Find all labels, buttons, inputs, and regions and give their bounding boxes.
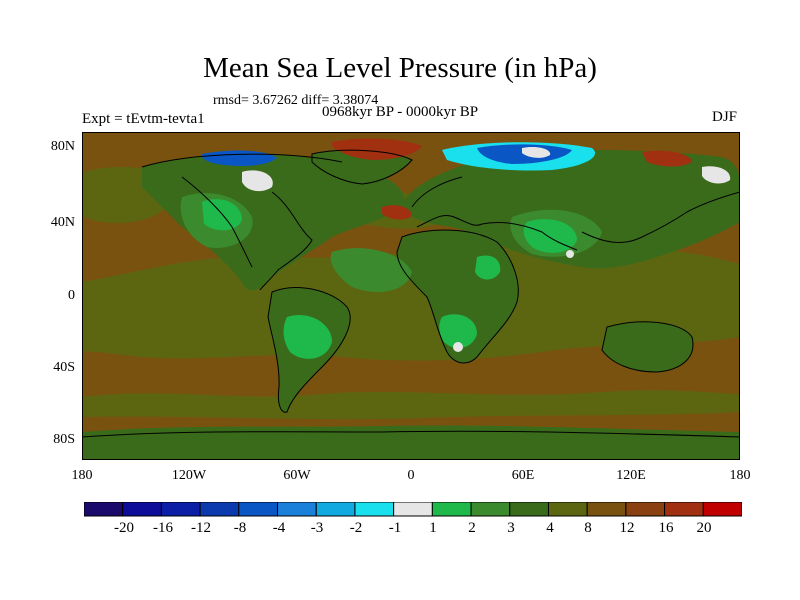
pressure-anomaly-map: [82, 132, 740, 460]
southern-ocean-band-8: [82, 390, 740, 420]
colorbar-box: [547, 502, 588, 517]
coastline-north-america: [141, 153, 343, 291]
colorbar-label: -1: [388, 520, 402, 536]
colorbar-label: -4: [272, 520, 286, 536]
colorbar-label: 2: [468, 520, 476, 536]
colorbar-label: 4: [546, 520, 554, 536]
east-asia-high-anomaly: [642, 150, 692, 167]
lat-label-80s: 80S: [53, 432, 75, 447]
colorbar-box: [393, 502, 433, 517]
colorbar-box: [277, 502, 317, 517]
atlantic-light-patch: [330, 248, 412, 292]
lon-label-0: 0: [407, 468, 415, 483]
colorbar-label: -2: [349, 520, 363, 536]
lat-label-40n: 40N: [50, 215, 75, 230]
colorbar-box: [238, 502, 279, 517]
near-zero-patch-siberia: [522, 146, 551, 158]
colorbar-label: -20: [114, 520, 134, 536]
colorbar-label: 3: [507, 520, 515, 536]
colorbar-label: -16: [153, 520, 173, 536]
colorbar-box: [509, 502, 549, 517]
colorbar-box: [431, 502, 472, 517]
colorbar-box: [122, 502, 162, 517]
period-label: 0968kyr BP - 0000kyr BP: [322, 104, 479, 120]
colorbar-box: [586, 502, 627, 517]
near-zero-patch-na: [242, 170, 273, 192]
lon-label-60e: 60E: [511, 468, 535, 483]
season-label: DJF: [712, 109, 738, 125]
colorbar-label: 8: [584, 520, 592, 536]
experiment-label: Expt = tEvtm-tevta1: [82, 111, 205, 127]
colorbar-label: -8: [233, 520, 247, 536]
plot-title: Mean Sea Level Pressure (in hPa): [203, 52, 597, 84]
lat-label-40s: 40S: [53, 360, 75, 375]
near-zero-patch-south-africa: [453, 342, 463, 352]
australia: [602, 321, 693, 372]
lon-label-180w: 180: [71, 468, 93, 483]
colorbar-box: [625, 502, 666, 517]
rmsd-diff-label: rmsd= 3.67262 diff= 3.38074: [213, 93, 379, 108]
antarctica: [82, 425, 740, 460]
colorbar-box: [470, 502, 511, 517]
coastline-australia: [601, 321, 694, 373]
lon-label-180e: 180: [729, 468, 751, 483]
colorbar: [84, 502, 742, 517]
colorbar-label: 12: [619, 520, 635, 536]
colorbar-box: [84, 502, 124, 517]
colorbar-label: -12: [191, 520, 211, 536]
arctic-high-anomaly: [332, 138, 422, 160]
colorbar-box: [315, 502, 356, 517]
lon-label-120e: 120E: [616, 468, 646, 483]
coastlines: [82, 149, 740, 438]
colorbar-label: 16: [658, 520, 674, 536]
near-zero-patch-kamchatka: [702, 166, 731, 184]
lat-label-0: 0: [68, 288, 75, 303]
coastline-africa: [396, 229, 519, 364]
east-africa-bright: [475, 255, 501, 280]
coastline-eurasia: [411, 176, 740, 251]
colorbar-box: [354, 502, 395, 517]
north-atlantic-high-anomaly: [382, 205, 412, 220]
near-zero-patch-tibet: [566, 250, 574, 258]
lat-label-80n: 80N: [50, 139, 75, 154]
north-america: [142, 154, 404, 291]
colorbar-label: -3: [310, 520, 324, 536]
colorbar-label: 1: [429, 520, 437, 536]
coastline-greenland: [311, 149, 413, 185]
colorbar-box: [199, 502, 240, 517]
map-frame: [82, 132, 740, 460]
colorbar-box: [702, 502, 742, 517]
lon-label-120w: 120W: [171, 468, 207, 483]
coastline-south-america: [267, 287, 351, 413]
colorbar-label: 20: [696, 520, 712, 536]
colorbar-box: [160, 502, 201, 517]
south-america-bright: [283, 314, 332, 359]
colorbar-box: [664, 502, 704, 517]
south-africa-bright: [439, 314, 477, 349]
coastline-antarctica: [82, 430, 740, 438]
lon-label-60w: 60W: [283, 468, 311, 483]
